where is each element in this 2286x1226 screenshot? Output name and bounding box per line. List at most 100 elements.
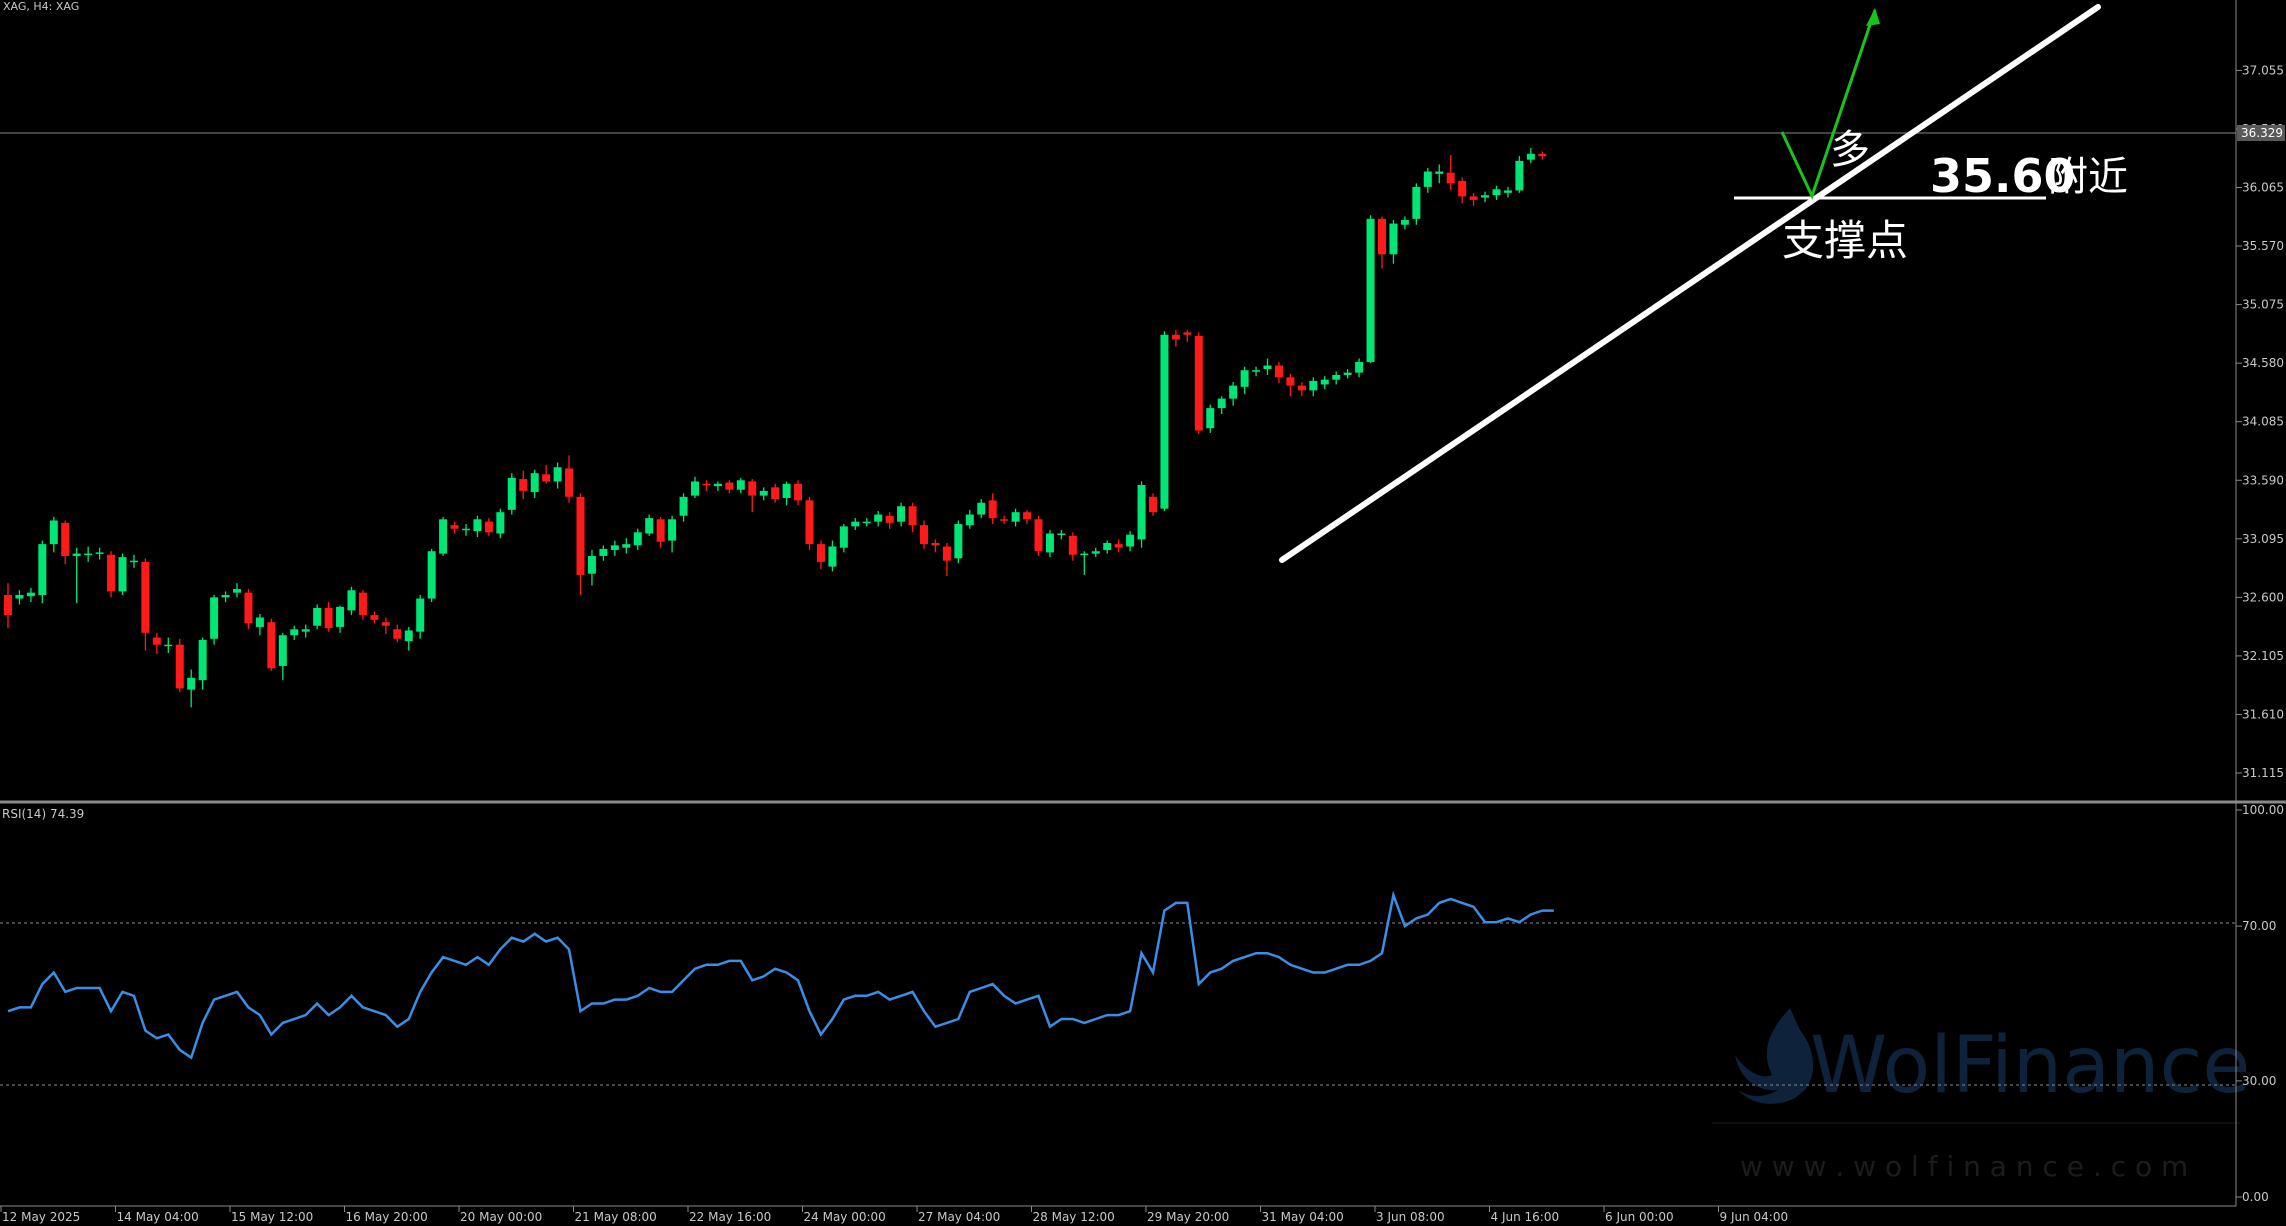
candle — [484, 518, 493, 536]
candle-body — [416, 598, 425, 632]
candle-body — [713, 483, 722, 487]
candle-body — [1103, 542, 1112, 551]
candle — [1378, 216, 1386, 269]
candle-body — [691, 481, 699, 496]
rsi-tick-label: 0.00 — [2242, 1190, 2269, 1204]
candle — [358, 590, 367, 620]
symbol-label: XAG, H4: XAG — [3, 0, 79, 13]
candle-body — [736, 480, 745, 490]
candle — [1091, 547, 1100, 558]
candle-body — [565, 468, 574, 497]
candle — [759, 487, 768, 501]
candle — [336, 605, 345, 633]
rsi-pane[interactable]: RSI(14) 74.39 — [0, 807, 2236, 1086]
candle — [427, 548, 436, 603]
current-price-tag — [2237, 125, 2285, 141]
candle — [1206, 404, 1215, 433]
price-tick-label: 34.580 — [2242, 356, 2284, 370]
price-tick-label: 31.610 — [2242, 707, 2284, 721]
candle — [15, 590, 24, 605]
price-tick-label: 37.055 — [2242, 63, 2284, 77]
candle — [1103, 540, 1112, 554]
candle-body — [908, 506, 917, 526]
candle-body — [427, 551, 436, 599]
candle-body — [484, 521, 493, 533]
trendline[interactable] — [1279, 4, 2101, 563]
candle — [542, 464, 551, 484]
time-axis[interactable]: 12 May 2025 14 May 04:00 15 May 12:00 16 Ma… — [0, 1205, 2236, 1224]
candle-body — [164, 644, 173, 647]
arrow-head-icon — [1866, 8, 1880, 26]
candle-body — [1217, 398, 1226, 409]
candle-body — [324, 608, 333, 629]
candle — [656, 516, 665, 548]
candle-body — [61, 522, 70, 556]
candle-body — [1080, 553, 1089, 556]
candle-body — [1114, 544, 1123, 548]
candle-body — [26, 592, 35, 597]
candle — [1332, 371, 1341, 385]
candle-body — [473, 519, 482, 532]
candle-body — [1366, 218, 1375, 362]
candle — [507, 473, 516, 515]
candle — [633, 528, 642, 551]
candle — [347, 586, 356, 616]
candle — [141, 558, 150, 651]
candle-body — [576, 496, 585, 575]
candle — [1126, 531, 1135, 552]
candle-body — [931, 542, 940, 546]
candle-body — [84, 553, 93, 556]
candle-body — [1378, 218, 1386, 255]
candle — [95, 547, 104, 560]
candle-body — [1526, 153, 1535, 160]
candle-body — [175, 644, 184, 689]
candle — [942, 542, 951, 577]
time-tick-label: 14 May 04:00 — [117, 1210, 199, 1224]
price-pane[interactable]: 多 35.60 附近 支撑点 XAG, H4: XAG — [0, 0, 2236, 708]
price-axis[interactable]: 37.05536.56036.06535.57035.07534.58034.0… — [2235, 0, 2285, 1206]
candle-body — [1309, 380, 1318, 391]
candle-body — [816, 544, 825, 562]
candle — [1423, 167, 1432, 193]
candle-body — [794, 483, 803, 501]
candle — [1217, 396, 1226, 415]
candle — [713, 481, 722, 491]
candle — [1068, 532, 1077, 561]
candle-body — [72, 553, 81, 556]
candle — [1034, 515, 1043, 556]
candle-body — [668, 519, 677, 541]
candle — [1252, 366, 1261, 377]
projection-arrow[interactable] — [1780, 9, 1877, 201]
candle — [370, 611, 379, 624]
candle-body — [107, 554, 116, 592]
candle-body — [1274, 365, 1283, 378]
candle — [1171, 330, 1180, 347]
candle — [977, 499, 986, 519]
candle — [1229, 382, 1238, 406]
candle — [1137, 481, 1146, 548]
candle-body — [977, 502, 986, 515]
rsi-tick-label: 70.00 — [2242, 919, 2276, 933]
candle-body — [622, 544, 631, 548]
candle — [771, 483, 780, 503]
candle — [1355, 358, 1364, 378]
candle — [244, 589, 253, 630]
candle — [794, 480, 803, 506]
support-level-value: 35.60 — [1930, 149, 2076, 203]
candle — [1526, 147, 1535, 164]
candle-body — [885, 515, 894, 523]
candle — [439, 516, 448, 556]
candle — [931, 539, 940, 553]
candle-body — [370, 615, 379, 620]
candle — [107, 551, 116, 598]
time-tick-label: 15 May 12:00 — [231, 1210, 313, 1224]
candle-body — [1492, 189, 1501, 196]
candle — [1469, 192, 1478, 206]
candle — [954, 520, 963, 564]
candle — [38, 540, 47, 604]
rsi-label: RSI(14) 74.39 — [2, 807, 84, 821]
rsi-tick-label: 30.00 — [2242, 1074, 2276, 1088]
candle — [885, 512, 894, 529]
candle-body — [507, 477, 516, 510]
time-tick-label: 22 May 16:00 — [689, 1210, 771, 1224]
